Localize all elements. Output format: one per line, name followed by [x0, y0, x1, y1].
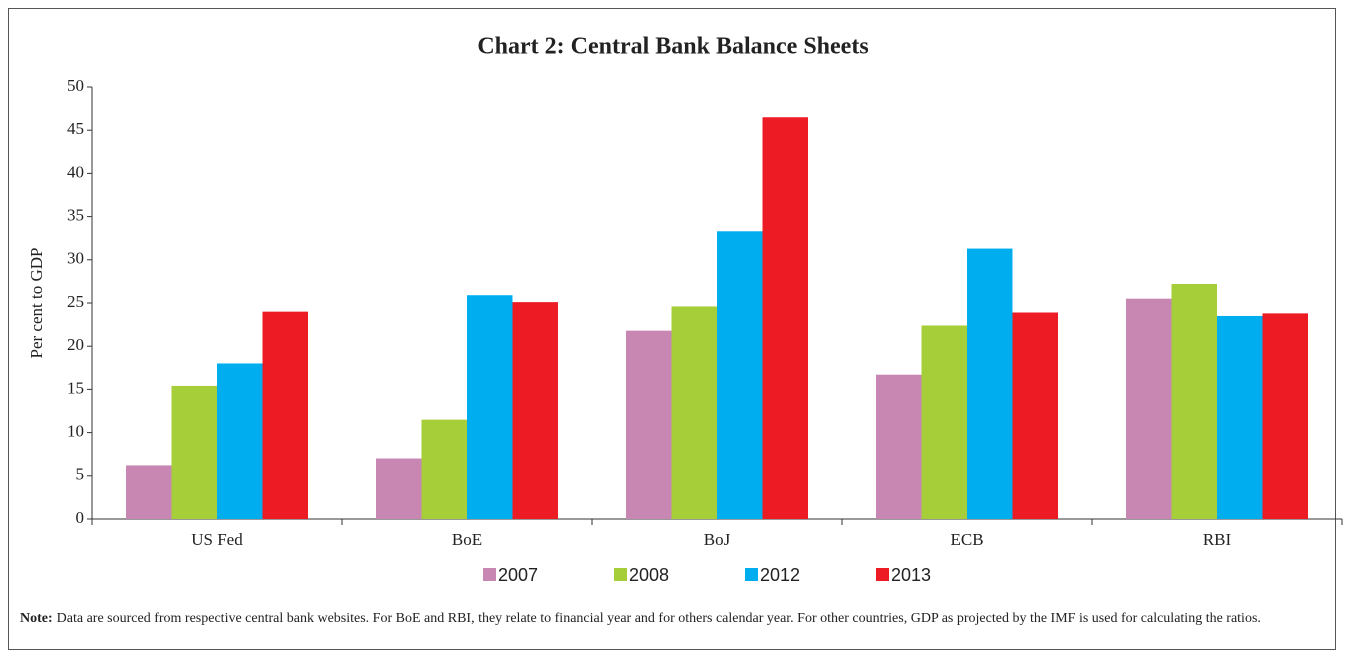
x-tick-label: BoJ: [704, 530, 731, 549]
bar: [467, 295, 513, 519]
note-text: Data are sourced from respective central…: [56, 611, 1261, 626]
y-tick-label: 30: [67, 249, 84, 268]
chart-title: Chart 2: Central Bank Balance Sheets: [477, 34, 868, 60]
y-axis-label: Per cent to GDP: [27, 248, 46, 359]
bar: [217, 363, 263, 519]
y-tick-label: 25: [67, 292, 84, 311]
note: Note: Data are sourced from respective ce…: [20, 610, 1330, 628]
bar: [1171, 283, 1217, 519]
bar: [626, 330, 672, 519]
legend-label: 2012: [760, 565, 800, 585]
note-label: Note:: [20, 611, 53, 626]
bar: [967, 248, 1013, 519]
bar: [1262, 313, 1308, 519]
bar: [171, 385, 217, 519]
y-tick-label: 10: [67, 422, 84, 441]
y-tick-label: 20: [67, 335, 84, 354]
x-tick-label: US Fed: [191, 530, 243, 549]
frame: [8, 8, 1336, 650]
bar: [1126, 298, 1172, 519]
bar: [1217, 315, 1263, 519]
y-tick-label: 0: [76, 508, 85, 527]
bar: [671, 306, 717, 519]
bar: [512, 302, 558, 519]
bar: [421, 419, 467, 519]
legend-swatch: [876, 568, 889, 581]
legend-label: 2007: [498, 565, 538, 585]
bar: [126, 465, 172, 519]
legend-swatch: [614, 568, 627, 581]
bar: [921, 325, 967, 519]
x-tick-label: RBI: [1203, 530, 1232, 549]
legend-swatch: [745, 568, 758, 581]
bar: [376, 458, 422, 519]
bar: [262, 311, 308, 519]
y-tick-label: 5: [76, 465, 85, 484]
legend-label: 2013: [891, 565, 931, 585]
y-tick-label: 35: [67, 206, 84, 225]
y-tick-label: 45: [67, 119, 84, 138]
y-tick-label: 40: [67, 162, 84, 181]
y-tick-label: 50: [67, 76, 84, 95]
x-tick-label: ECB: [950, 530, 983, 549]
bar: [717, 231, 763, 519]
y-tick-label: 15: [67, 378, 84, 397]
bar: [1012, 312, 1058, 519]
bar: [762, 117, 808, 520]
bar: [876, 374, 922, 519]
legend-label: 2008: [629, 565, 669, 585]
legend-swatch: [483, 568, 496, 581]
chart: Chart 2: Central Bank Balance Sheets Per…: [27, 34, 1343, 585]
x-tick-label: BoE: [452, 530, 482, 549]
